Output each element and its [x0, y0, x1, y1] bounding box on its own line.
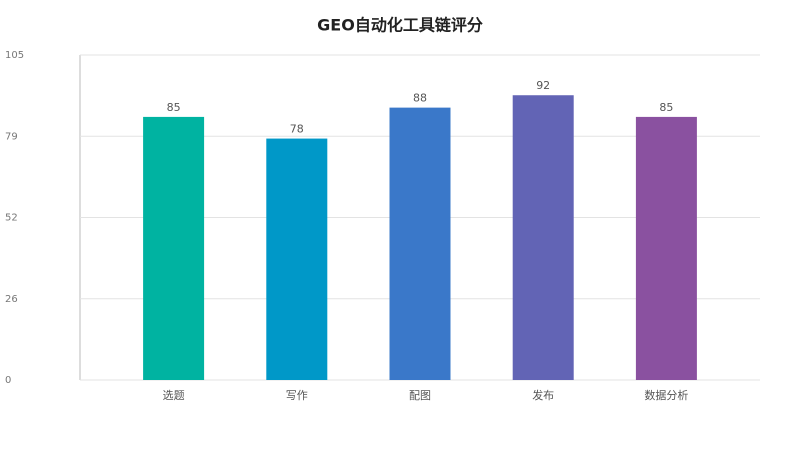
x-tick-label: 写作: [286, 389, 308, 402]
x-tick-label: 选题: [163, 389, 185, 402]
chart-title: GEO自动化工具链评分: [317, 16, 483, 35]
value-label: 78: [290, 123, 304, 136]
y-tick-label: 105: [5, 50, 24, 61]
y-tick-label: 79: [5, 131, 18, 142]
value-label: 85: [659, 101, 673, 114]
value-label: 85: [167, 101, 181, 114]
bar: [635, 116, 697, 381]
bar: [266, 138, 328, 380]
x-tick-label: 配图: [409, 389, 431, 402]
x-tick-label: 发布: [532, 388, 554, 402]
bar: [143, 116, 205, 381]
y-tick-label: 0: [5, 375, 11, 386]
y-tick-label: 26: [5, 294, 18, 305]
x-tick-label: 数据分析: [644, 388, 688, 402]
bar: [512, 95, 574, 380]
value-label: 88: [413, 92, 427, 105]
y-tick-label: 52: [5, 213, 18, 224]
value-label: 92: [536, 79, 550, 92]
bar: [389, 107, 451, 380]
